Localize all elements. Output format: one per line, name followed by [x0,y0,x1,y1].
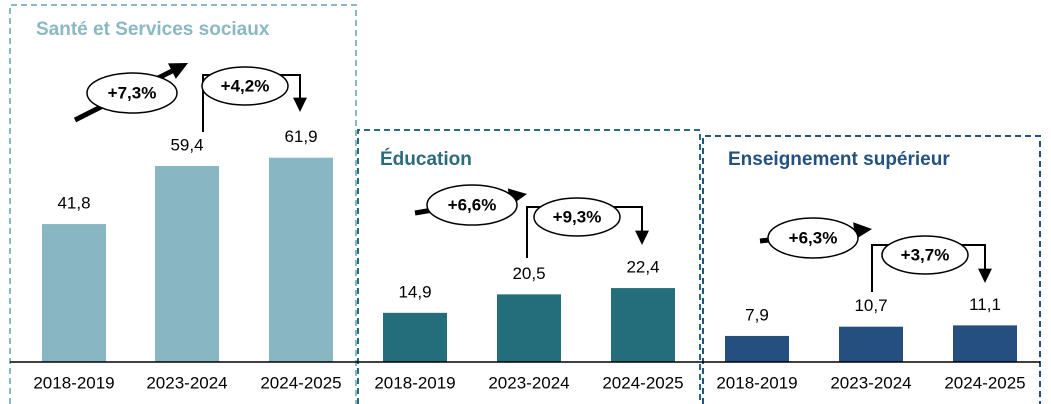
bar [725,335,789,362]
annotation: +4,2% [221,76,270,95]
bar [839,326,903,362]
annotation: +6,6% [448,195,497,214]
bar [953,325,1017,362]
value-label: 59,4 [170,135,203,154]
bar [155,165,219,362]
arrow-head [978,268,992,283]
panel-title: Enseignement supérieur [728,149,950,170]
annotation-bubble [533,197,621,237]
x-tick-label: 2023-2024 [488,373,569,392]
arrow-head [293,97,307,112]
x-tick-label: 2024-2025 [260,373,341,392]
x-tick-label: 2023-2024 [830,373,911,392]
bar [269,157,333,362]
annotation-bubble [881,235,969,275]
bar [611,288,675,362]
panel-border [702,135,1041,404]
panel-border [357,129,701,404]
arrow-head [635,230,649,245]
arrow-head [168,63,188,79]
value-label: 22,4 [626,258,659,277]
panel-border [9,4,357,404]
bar [497,294,561,362]
value-label: 14,9 [398,282,431,301]
bar [383,312,447,362]
value-label: 61,9 [284,127,317,146]
value-label: 7,9 [745,305,769,324]
annotation: +7,3% [108,83,157,102]
annotation-bubble [86,72,178,114]
annotation: +6,3% [789,228,838,247]
annotation-bubble [426,184,518,226]
x-tick-label: 2023-2024 [146,373,227,392]
x-tick-label: 2024-2025 [944,373,1025,392]
x-tick-label: 2024-2025 [602,373,683,392]
annotation-bubble [767,217,859,259]
x-tick-label: 2018-2019 [33,373,114,392]
x-tick-label: 2018-2019 [374,373,455,392]
annotation: +9,3% [553,207,602,226]
value-label: 20,5 [512,264,545,283]
annotation: +3,7% [901,245,950,264]
value-label: 41,8 [57,194,90,213]
panel-title: Santé et Services sociaux [36,19,270,40]
bar [42,224,106,362]
x-tick-label: 2018-2019 [716,373,797,392]
panel-title: Éducation [380,148,472,170]
value-label: 10,7 [854,296,887,315]
value-label: 11,1 [969,295,1001,314]
annotation-bubble [201,66,289,106]
